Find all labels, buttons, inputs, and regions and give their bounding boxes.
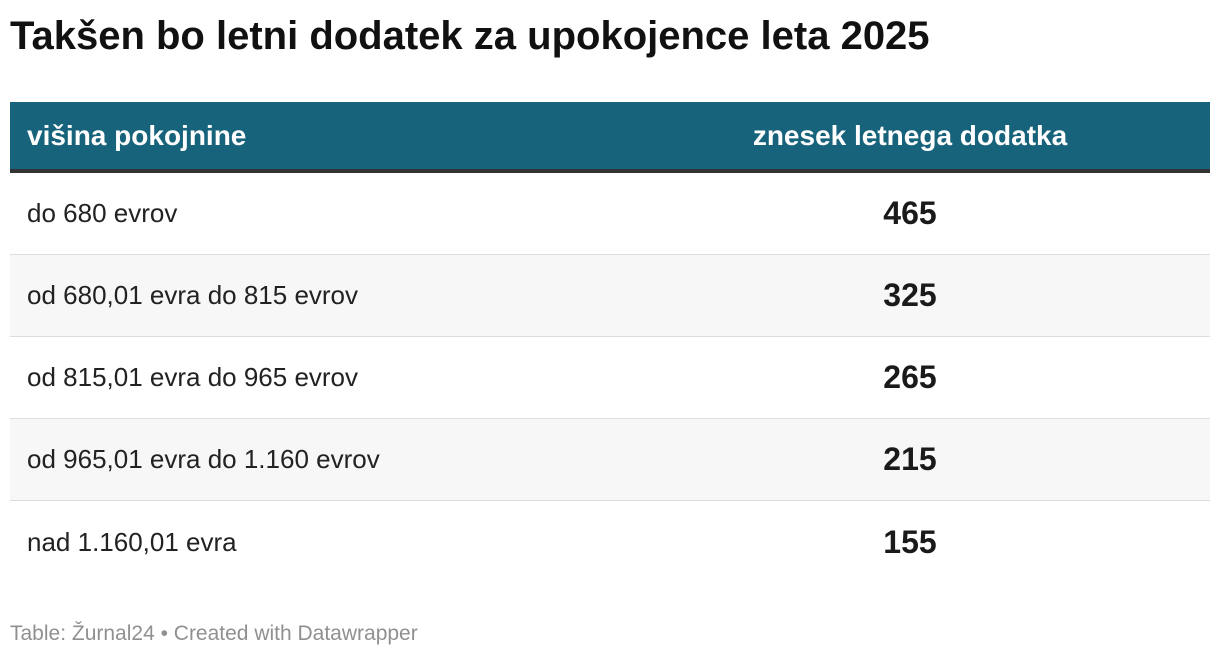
row-label: od 815,01 evra do 965 evrov xyxy=(27,362,359,392)
chart-title: Takšen bo letni dodatek za upokojence le… xyxy=(10,14,930,58)
table-row: do 680 evrov 465 xyxy=(10,173,1210,255)
row-value: 465 xyxy=(883,195,937,231)
column-header-pension-amount: višina pokojnine xyxy=(27,119,247,151)
row-value: 265 xyxy=(883,359,937,395)
row-label: nad 1.160,01 evra xyxy=(27,526,237,557)
row-value: 325 xyxy=(883,277,937,313)
table-row: od 680,01 evra do 815 evrov 325 xyxy=(10,255,1210,337)
row-label: do 680 evrov xyxy=(27,198,178,228)
table-row: nad 1.160,01 evra 155 xyxy=(10,501,1210,583)
row-label: od 680,01 evra do 815 evrov xyxy=(27,280,359,310)
data-table: višina pokojnine znesek letnega dodatka … xyxy=(10,102,1210,583)
row-label: od 965,01 evra do 1.160 evrov xyxy=(27,444,380,474)
row-value: 155 xyxy=(883,523,937,560)
table-row: od 965,01 evra do 1.160 evrov 215 xyxy=(10,419,1210,501)
source-credit: Table: Žurnal24 • Created with Datawrapp… xyxy=(10,622,418,645)
table-row: od 815,01 evra do 965 evrov 265 xyxy=(10,337,1210,419)
column-header-supplement-amount: znesek letnega dodatka xyxy=(752,119,1068,151)
row-value: 215 xyxy=(883,441,937,477)
table-header: višina pokojnine znesek letnega dodatka xyxy=(10,102,1210,173)
